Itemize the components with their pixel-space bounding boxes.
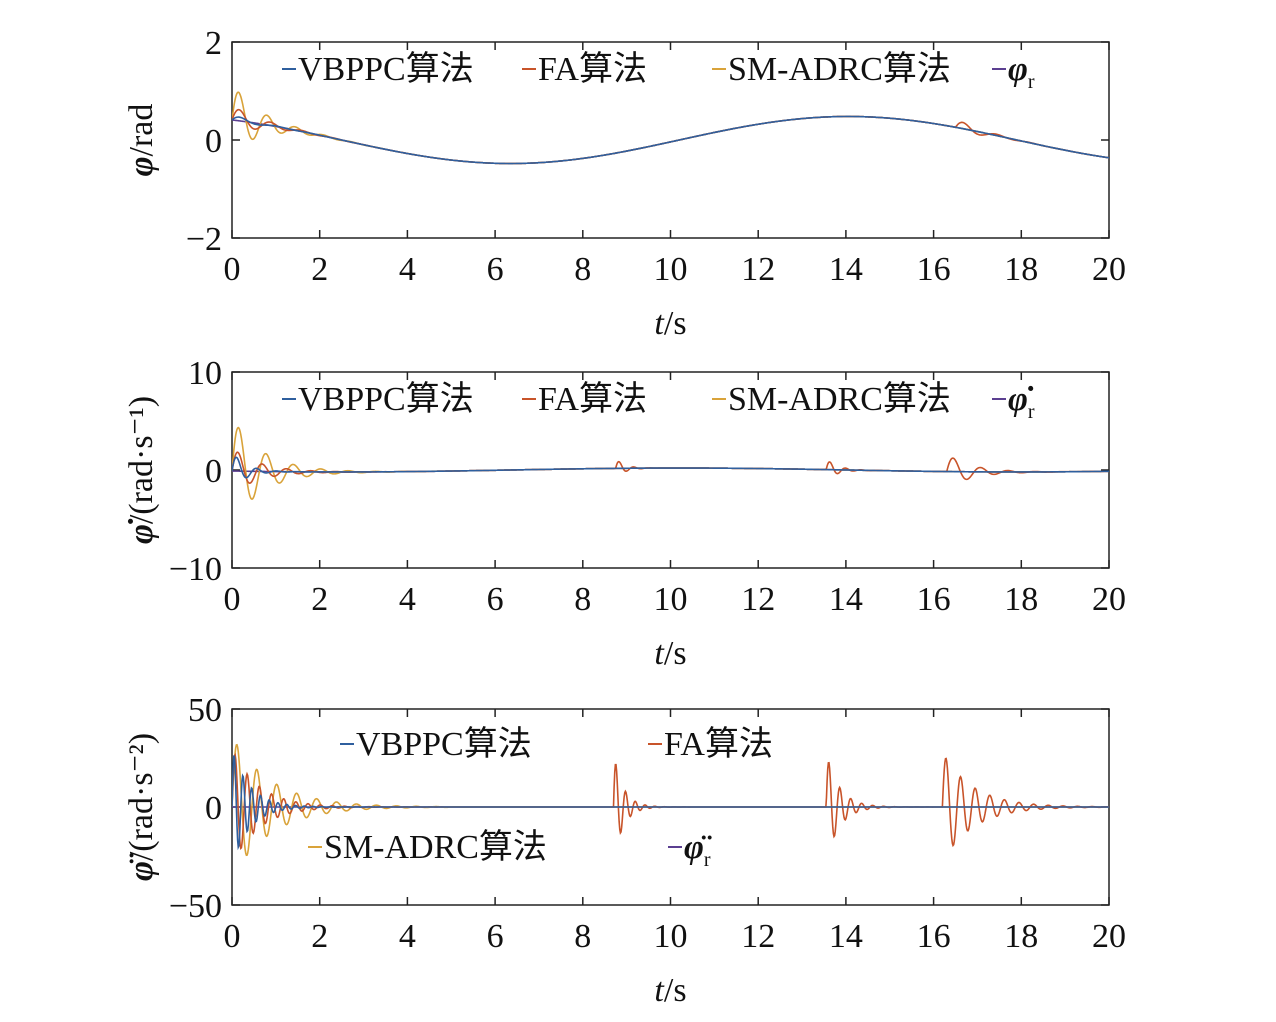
y-tick-label: 0 xyxy=(205,123,222,160)
legend-entry: SM-ADRC算法 xyxy=(728,380,951,418)
legend-entry: VBPPC算法 xyxy=(298,50,474,88)
series-line-SMADRC xyxy=(232,91,1109,165)
series-line-ref xyxy=(232,115,1109,165)
y-tick-label: −10 xyxy=(169,551,222,588)
y-axis-label: φ/rad xyxy=(123,104,160,177)
x-tick-label: 6 xyxy=(487,918,504,955)
legend-entry: SM-ADRC算法 xyxy=(324,828,547,866)
x-tick-label: 10 xyxy=(654,581,688,618)
x-tick-label: 10 xyxy=(654,918,688,955)
x-tick-label: 6 xyxy=(487,581,504,618)
x-tick-label: 0 xyxy=(224,251,241,288)
y-axis-label: φ̇/(rad·s⁻¹) xyxy=(123,396,160,544)
x-tick-label: 8 xyxy=(574,918,591,955)
legend-entry: SM-ADRC算法 xyxy=(728,50,951,88)
x-axis-label: t/s xyxy=(654,305,686,342)
x-tick-label: 12 xyxy=(741,918,775,955)
x-tick-label: 6 xyxy=(487,251,504,288)
y-tick-label: −2 xyxy=(186,221,222,258)
y-tick-label: 0 xyxy=(205,790,222,827)
x-tick-label: 10 xyxy=(654,251,688,288)
x-tick-label: 12 xyxy=(741,251,775,288)
x-tick-label: 4 xyxy=(399,918,416,955)
x-tick-label: 12 xyxy=(741,581,775,618)
x-tick-label: 2 xyxy=(311,918,328,955)
x-axis-label: t/s xyxy=(654,972,686,1009)
x-tick-label: 20 xyxy=(1092,918,1126,955)
legend-entry: FA算法 xyxy=(538,50,647,88)
legend-entry: VBPPC算法 xyxy=(356,725,532,763)
x-tick-label: 4 xyxy=(399,581,416,618)
x-tick-label: 18 xyxy=(1004,581,1038,618)
legend-entry: φr xyxy=(1008,51,1035,93)
x-tick-label: 2 xyxy=(311,581,328,618)
legend-entry: FA算法 xyxy=(538,380,647,418)
x-tick-label: 14 xyxy=(829,581,863,618)
x-axis-label: t/s xyxy=(654,635,686,672)
x-tick-label: 2 xyxy=(311,251,328,288)
x-tick-label: 14 xyxy=(829,918,863,955)
series-line-VBPPC xyxy=(232,456,1109,479)
legend-entry: φ̈r xyxy=(684,829,712,871)
x-tick-label: 0 xyxy=(224,918,241,955)
legend-entry: FA算法 xyxy=(664,725,773,763)
x-tick-label: 4 xyxy=(399,251,416,288)
y-tick-label: 0 xyxy=(205,453,222,490)
y-tick-label: 50 xyxy=(188,692,222,729)
x-tick-label: 20 xyxy=(1092,581,1126,618)
y-tick-label: 2 xyxy=(205,25,222,62)
series-line-VBPPC xyxy=(232,755,1109,851)
x-tick-label: 16 xyxy=(917,251,951,288)
y-tick-label: 10 xyxy=(188,355,222,392)
x-tick-label: 8 xyxy=(574,581,591,618)
legend-entry: VBPPC算法 xyxy=(298,380,474,418)
y-axis-label: φ̈/(rad·s⁻²) xyxy=(123,733,160,881)
x-tick-label: 18 xyxy=(1004,251,1038,288)
series-line-VBPPC xyxy=(232,115,1109,165)
series-line-SMADRC xyxy=(232,426,1109,501)
series-line-FA xyxy=(232,108,1109,165)
x-tick-label: 20 xyxy=(1092,251,1126,288)
y-tick-label: −50 xyxy=(169,888,222,925)
x-tick-label: 18 xyxy=(1004,918,1038,955)
x-tick-label: 16 xyxy=(917,581,951,618)
legend-entry: φ̇r xyxy=(1008,381,1035,423)
x-tick-label: 14 xyxy=(829,251,863,288)
x-tick-label: 16 xyxy=(917,918,951,955)
x-tick-label: 8 xyxy=(574,251,591,288)
x-tick-label: 0 xyxy=(224,581,241,618)
